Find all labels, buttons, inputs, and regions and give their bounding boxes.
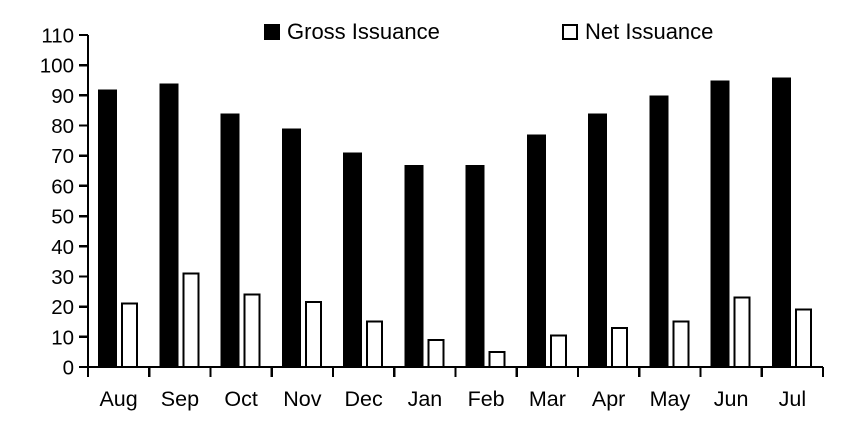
x-axis-label-sep: Sep <box>161 387 199 411</box>
x-axis-label-aug: Aug <box>99 387 137 411</box>
net-bar-jan <box>427 338 445 368</box>
y-axis-tick-label-0: 0 <box>63 357 74 380</box>
y-axis-tick-label-90: 90 <box>51 85 74 108</box>
x-axis-label-dec: Dec <box>344 387 382 411</box>
x-axis-label-mar: Mar <box>529 387 566 411</box>
y-axis-tick-label-110: 110 <box>41 25 74 48</box>
gross-bar-mar <box>526 134 546 367</box>
gross-bar-nov <box>281 128 301 367</box>
net-bar-oct <box>243 293 261 369</box>
gross-bar-apr <box>588 113 608 367</box>
y-axis-tick-label-30: 30 <box>51 266 74 289</box>
x-axis-label-feb: Feb <box>468 387 505 411</box>
gross-bar-sep <box>159 83 179 368</box>
x-axis-label-jan: Jan <box>408 387 443 411</box>
gross-bar-dec <box>343 152 363 367</box>
x-axis-label-jun: Jun <box>714 387 749 411</box>
net-bar-sep <box>182 272 200 368</box>
net-bar-nov <box>304 301 322 369</box>
net-bar-jun <box>733 296 751 369</box>
net-bar-jul <box>794 308 812 369</box>
x-axis-label-oct: Oct <box>224 387 257 411</box>
gross-bar-oct <box>220 113 240 367</box>
y-axis-tick-label-80: 80 <box>51 115 74 138</box>
net-bar-may <box>672 320 690 369</box>
gross-bar-aug <box>98 89 118 368</box>
x-axis-label-may: May <box>650 387 691 411</box>
net-bar-feb <box>488 350 506 368</box>
x-axis-label-jul: Jul <box>779 387 806 411</box>
y-axis-tick-label-100: 100 <box>40 55 74 78</box>
x-axis-label-nov: Nov <box>283 387 321 411</box>
y-axis-tick-label-60: 60 <box>51 175 74 198</box>
y-axis-tick-label-10: 10 <box>51 326 74 349</box>
net-bar-aug <box>121 302 139 369</box>
net-bar-mar <box>549 334 567 368</box>
y-axis-tick-label-50: 50 <box>51 206 74 229</box>
y-axis-tick-label-20: 20 <box>51 296 74 319</box>
y-axis-tick-label-40: 40 <box>51 236 74 259</box>
gross-bar-feb <box>465 164 485 367</box>
y-axis-tick-label-70: 70 <box>51 145 74 168</box>
gross-bar-may <box>649 95 669 368</box>
gross-bar-jan <box>404 164 424 367</box>
net-bar-apr <box>611 326 629 368</box>
x-axis-label-apr: Apr <box>592 387 625 411</box>
gross-bar-jul <box>771 77 791 368</box>
net-bar-dec <box>366 320 384 369</box>
gross-bar-jun <box>710 80 730 368</box>
